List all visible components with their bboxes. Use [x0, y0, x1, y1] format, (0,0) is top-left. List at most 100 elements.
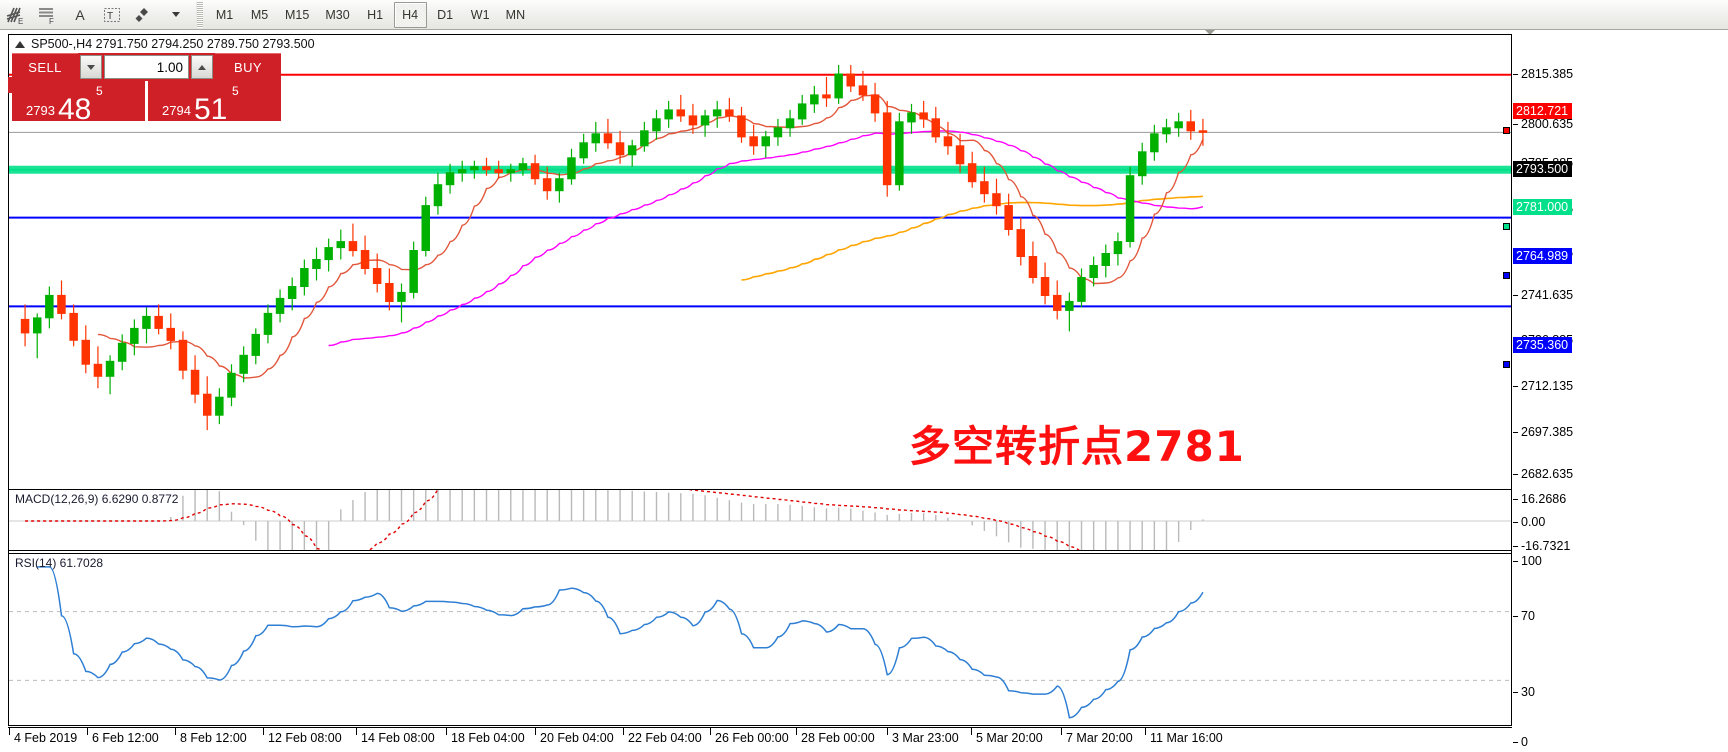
- tick-dash: [1513, 432, 1518, 434]
- time-axis-label: 6 Feb 12:00: [87, 727, 159, 745]
- macd-label: MACD(12,26,9) 6.6290 0.8772: [15, 492, 179, 506]
- price-plot: [9, 64, 1511, 431]
- rsi-label: RSI(14) 61.7028: [15, 556, 104, 570]
- time-axis-label: 11 Mar 16:00: [1145, 727, 1223, 745]
- svg-text:T: T: [107, 11, 113, 22]
- timeframe-w1[interactable]: W1: [464, 2, 497, 28]
- volume-stepper[interactable]: 1.00: [78, 53, 215, 81]
- price-level-pill-row[interactable]: 2781.000: [1513, 199, 1573, 215]
- price-level-pill-row[interactable]: 2735.360: [1513, 337, 1573, 353]
- timeframe-m5[interactable]: M5: [243, 2, 276, 28]
- tick-label: 0.00: [1521, 515, 1546, 529]
- chart-annotation-text[interactable]: 多空转折点2781: [909, 422, 1245, 471]
- buy-price-big: 51: [194, 93, 228, 122]
- timeframe-label: H1: [367, 7, 384, 22]
- sell-price-big: 48: [58, 93, 92, 122]
- oct-price-row: 2793 48 5 2794 51 5: [12, 81, 281, 121]
- quote-header-text: SP500-,H4 2791.750 2794.250 2789.750 279…: [31, 37, 315, 51]
- level-drag-handle[interactable]: [1503, 127, 1510, 134]
- time-label-text: 8 Feb 12:00: [180, 731, 247, 745]
- price-pane[interactable]: [9, 53, 1511, 487]
- tick-dash: [1513, 561, 1518, 563]
- chart-scroll-marker: [1205, 30, 1215, 35]
- time-axis-label: 8 Feb 12:00: [175, 727, 247, 745]
- indicators-icon[interactable]: E: [0, 1, 32, 29]
- tick-label: 0: [1521, 735, 1528, 749]
- level-drag-handle[interactable]: [1503, 223, 1510, 230]
- axis-tick: [1061, 727, 1062, 735]
- time-axis-label: 14 Feb 08:00: [356, 727, 435, 745]
- level-drag-handle[interactable]: [1503, 361, 1510, 368]
- buy-button[interactable]: BUY: [215, 53, 281, 81]
- grid-templates-icon[interactable]: F: [32, 1, 64, 29]
- time-axis-label: 26 Feb 00:00: [710, 727, 789, 745]
- tick-label: 70: [1521, 609, 1535, 623]
- sell-price-prefix: 2793: [26, 103, 55, 118]
- timeframe-m15[interactable]: M15: [278, 2, 316, 28]
- time-label-text: 3 Mar 23:00: [892, 731, 959, 745]
- volume-increase-button[interactable]: [191, 55, 213, 79]
- price-tick: 2712.135: [1513, 379, 1573, 394]
- macd-pane[interactable]: MACD(12,26,9) 6.6290 0.8772: [9, 489, 1511, 551]
- sell-price-button[interactable]: 2793 48 5: [12, 81, 145, 121]
- timeframe-label: M1: [215, 7, 234, 22]
- objects-icon[interactable]: [128, 1, 160, 29]
- level-drag-handle[interactable]: [1503, 272, 1510, 279]
- price-level-pill-row[interactable]: 2764.989: [1513, 248, 1573, 264]
- timeframe-label: M15: [285, 7, 310, 22]
- svg-text:E: E: [18, 17, 23, 25]
- volume-decrease-button[interactable]: [80, 55, 102, 79]
- price-level-green[interactable]: 2781.000: [1513, 199, 1573, 215]
- objects-dropdown-arrow[interactable]: [160, 1, 192, 29]
- chart-area[interactable]: SP500-,H4 2791.750 2794.250 2789.750 279…: [8, 34, 1512, 726]
- price-level-blue[interactable]: 2764.989: [1513, 248, 1573, 264]
- tick-dash: [1513, 474, 1518, 476]
- tick-dash: [1513, 742, 1518, 744]
- price-scale[interactable]: 2815.3852800.6352785.8852771.1352756.385…: [1513, 34, 1728, 749]
- tick-label: 100: [1521, 554, 1542, 568]
- buy-price-button[interactable]: 2794 51 5: [148, 81, 281, 121]
- time-axis-label: 12 Feb 08:00: [263, 727, 342, 745]
- axis-tick: [623, 727, 624, 735]
- time-label-text: 12 Feb 08:00: [268, 731, 342, 745]
- price-level-black[interactable]: 2793.500: [1513, 161, 1573, 177]
- text-tool-icon[interactable]: A: [75, 6, 85, 23]
- tick-dash: [1513, 546, 1518, 548]
- tick-dash: [1513, 74, 1518, 76]
- oct-top-row: SELL 1.00 BUY: [12, 53, 281, 81]
- price-level-pill-row[interactable]: 2812.721: [1513, 103, 1573, 119]
- tick-label: 30: [1521, 685, 1535, 699]
- buy-price-fraction: 5: [232, 84, 239, 98]
- timeframe-h1[interactable]: H1: [359, 2, 392, 28]
- text-label-icon[interactable]: T: [96, 1, 128, 29]
- volume-input[interactable]: 1.00: [104, 55, 189, 79]
- timeframe-m1[interactable]: M1: [208, 2, 241, 28]
- tick-label: 2815.385: [1521, 67, 1574, 81]
- one-click-trading-panel[interactable]: SELL 1.00 BUY 2793 48 5 2794 51 5: [8, 53, 281, 121]
- price-tick: 0: [1513, 735, 1528, 750]
- timeframe-h4[interactable]: H4: [393, 1, 427, 28]
- time-label-text: 28 Feb 00:00: [801, 731, 875, 745]
- rsi-pane[interactable]: RSI(14) 61.7028: [9, 553, 1511, 725]
- time-axis[interactable]: 4 Feb 2019 6 Feb 12:00 8 Feb 12:00 12 Feb 0…: [8, 727, 1512, 752]
- tick-label: 2697.385: [1521, 425, 1574, 439]
- timeframe-mn[interactable]: MN: [499, 2, 532, 28]
- price-level-pill-row[interactable]: 2793.500: [1513, 161, 1573, 177]
- collapse-triangle-icon[interactable]: [15, 40, 25, 48]
- axis-tick: [356, 727, 357, 735]
- timeframe-m30[interactable]: M30: [318, 2, 356, 28]
- sell-button[interactable]: SELL: [12, 53, 78, 81]
- tick-label: 2800.635: [1521, 117, 1574, 131]
- tick-dash: [1513, 692, 1518, 694]
- buy-price-prefix: 2794: [162, 103, 191, 118]
- tick-label: 2741.635: [1521, 288, 1574, 302]
- time-label-text: 7 Mar 20:00: [1066, 731, 1133, 745]
- timeframe-d1[interactable]: D1: [429, 2, 462, 28]
- price-level-blue[interactable]: 2735.360: [1513, 337, 1573, 353]
- time-label-text: 18 Feb 04:00: [451, 731, 525, 745]
- timeframe-group: M1 M5 M15 M30 H1 H4 D1 W1 MN: [207, 1, 533, 28]
- price-tick: 2741.635: [1513, 288, 1573, 303]
- tick-label: 2682.635: [1521, 467, 1574, 481]
- price-level-red[interactable]: 2812.721: [1513, 103, 1573, 119]
